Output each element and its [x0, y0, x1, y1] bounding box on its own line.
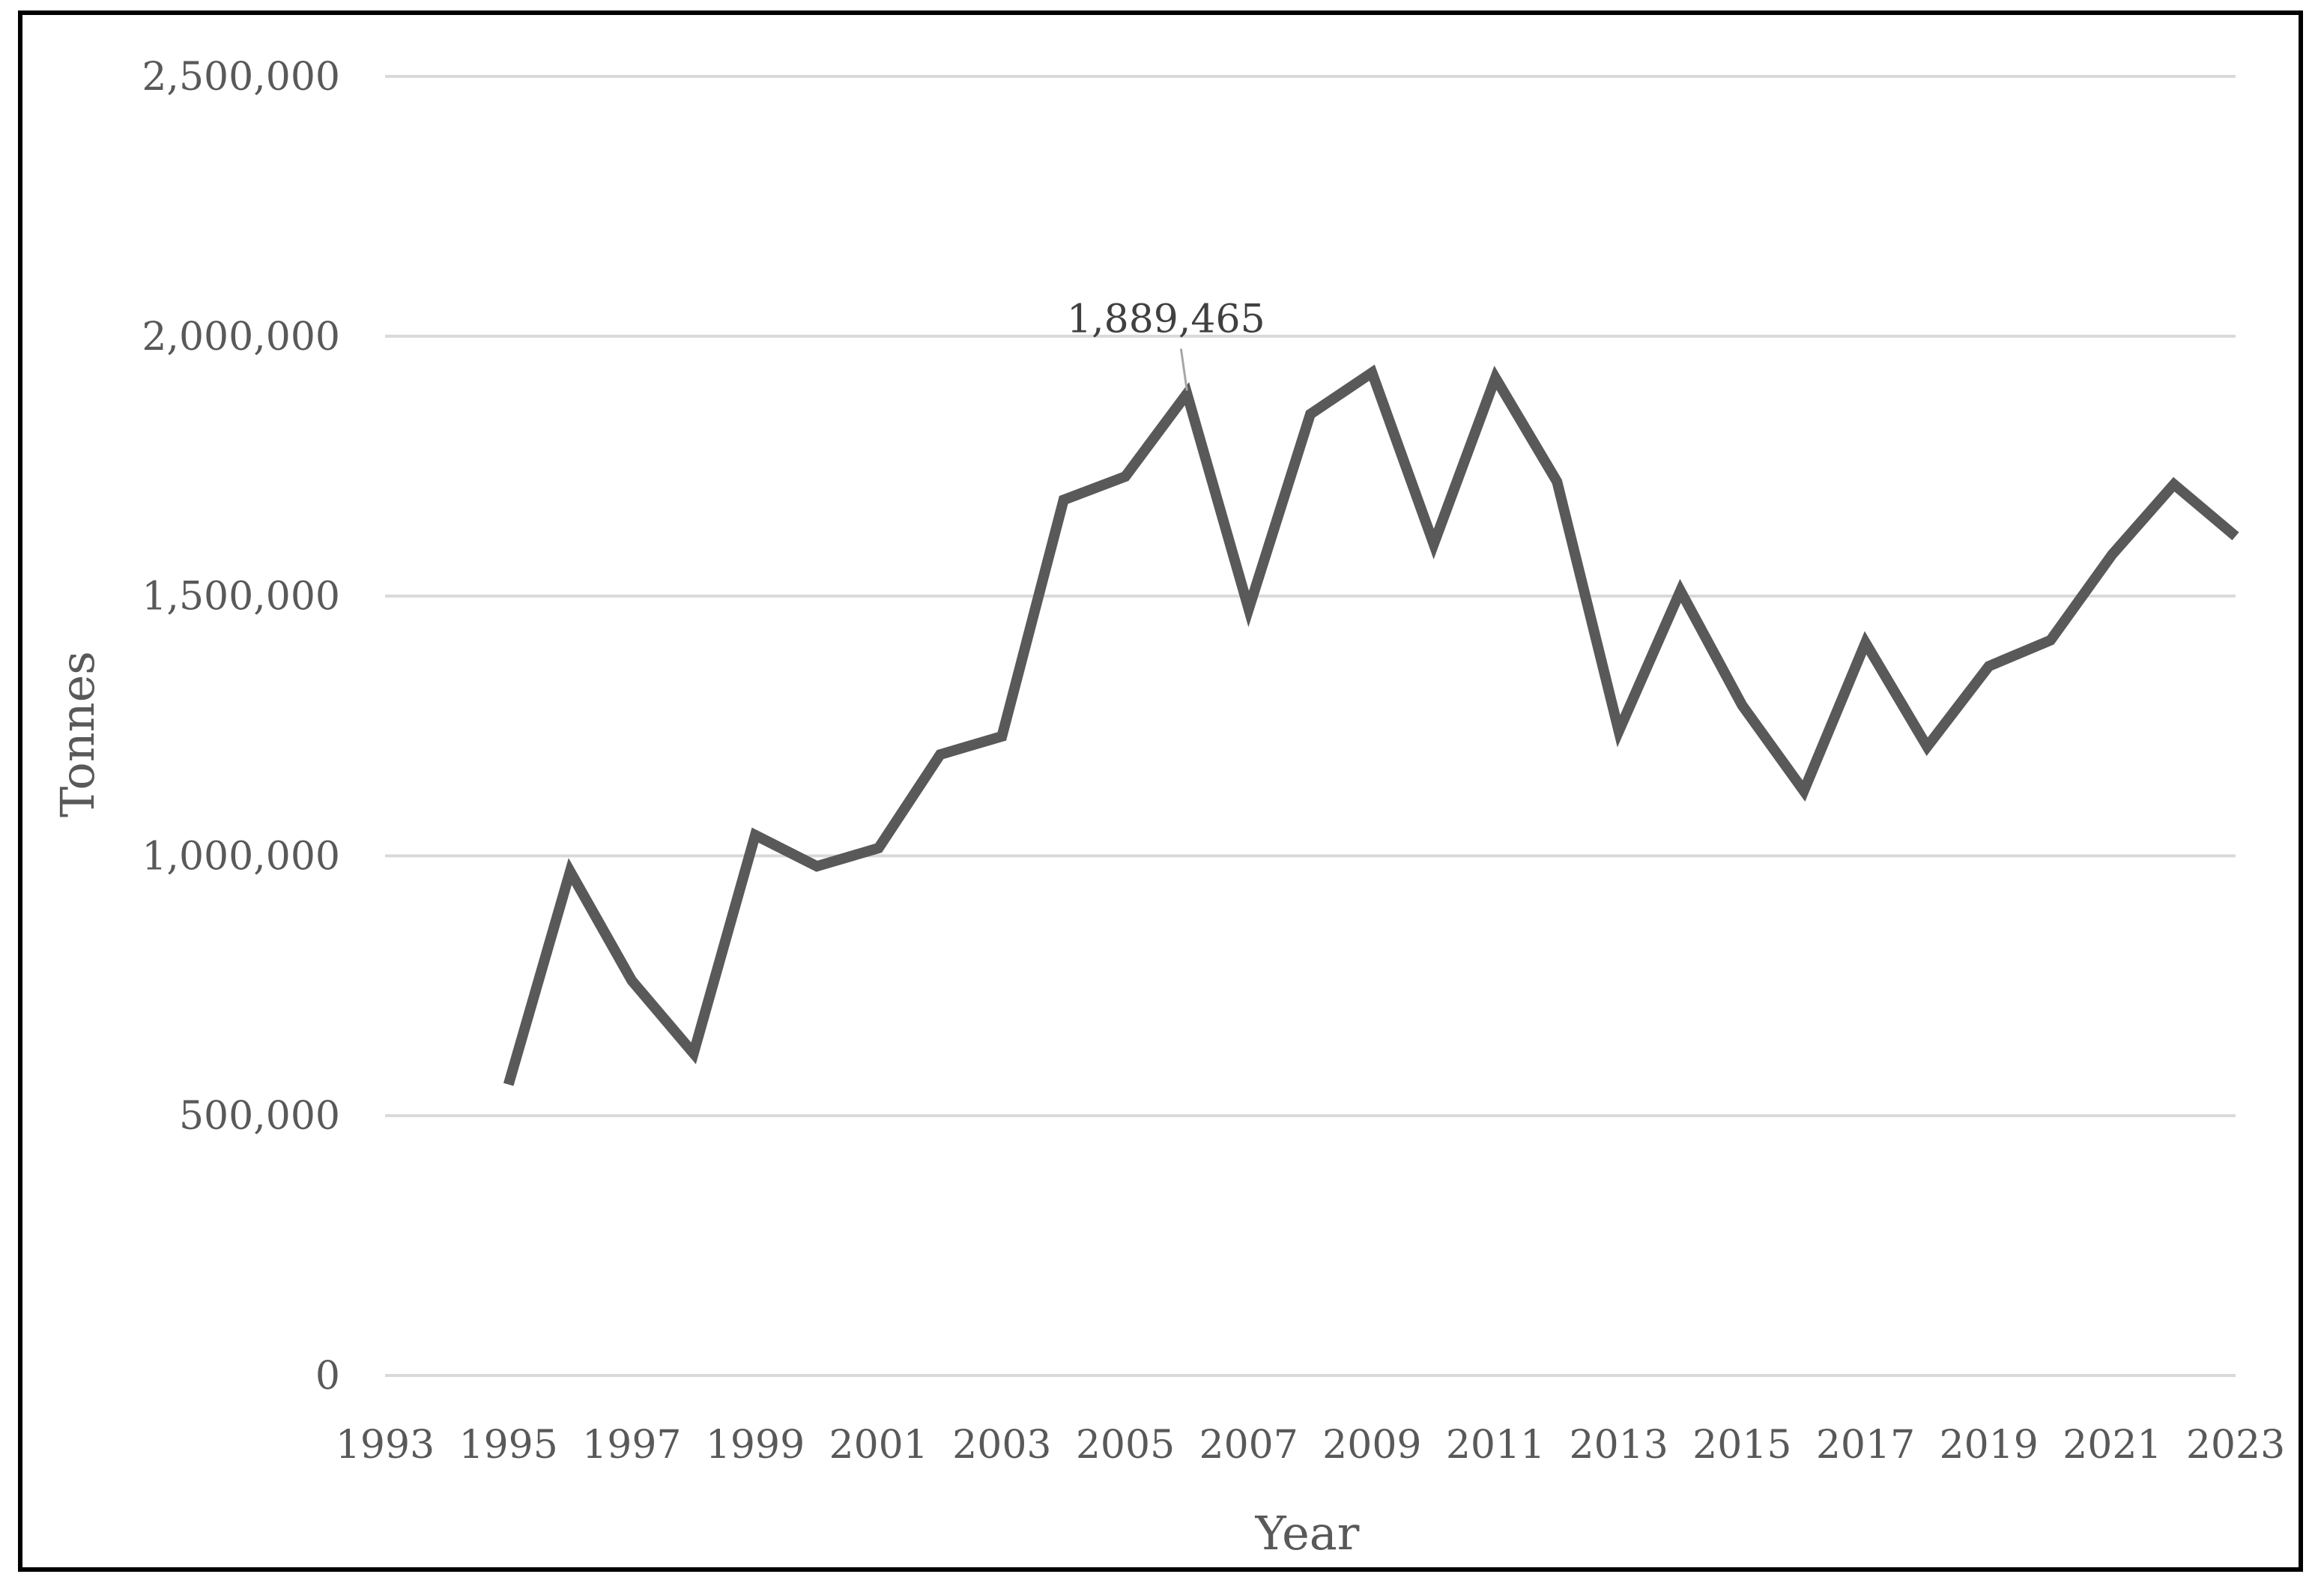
x-tick-label: 2023 — [2186, 1423, 2285, 1468]
data-point — [2111, 554, 2113, 555]
data-point — [1371, 372, 1373, 373]
gridlines — [385, 75, 2236, 1377]
data-point — [1803, 790, 1805, 792]
data-point — [1556, 481, 1558, 482]
data-point — [1988, 665, 1990, 667]
data-point — [1063, 499, 1065, 500]
data-point — [754, 835, 756, 836]
data-point — [1433, 543, 1435, 545]
x-axis-title: Year — [1255, 1506, 1360, 1561]
data-point — [1248, 608, 1250, 610]
line-chart: 0 500,000 1,000,000 1,500,000 2,000,000 2,500… — [50, 55, 2285, 1561]
x-tick-label: 1999 — [706, 1423, 805, 1468]
data-point — [631, 980, 632, 981]
data-point — [1741, 704, 1743, 706]
x-tick-label: 2007 — [1199, 1423, 1298, 1468]
x-tick-label: 2011 — [1446, 1423, 1545, 1468]
data-point — [693, 1053, 695, 1054]
data-point — [1680, 590, 1681, 592]
x-tick-label: 2009 — [1322, 1423, 1421, 1468]
y-tick-label: 2,500,000 — [142, 55, 340, 100]
x-tick-label: 2005 — [1076, 1423, 1175, 1468]
series-layer — [503, 364, 2239, 1086]
data-point — [1495, 377, 1496, 378]
x-tick-label: 2015 — [1692, 1423, 1791, 1468]
x-tick-label: 1995 — [459, 1423, 557, 1468]
data-point — [878, 847, 880, 849]
y-tick-label: 1,000,000 — [142, 834, 340, 879]
x-tick-label: 2021 — [2063, 1423, 2161, 1468]
x-tick-label: 1997 — [582, 1423, 681, 1468]
data-point — [1618, 730, 1620, 732]
y-axis-title: Tonnes — [50, 651, 105, 817]
data-point — [1310, 414, 1311, 415]
x-tick-label: 2017 — [1816, 1423, 1915, 1468]
data-point — [1125, 476, 1126, 477]
data-point — [1865, 642, 1866, 644]
data-point — [939, 754, 941, 755]
y-tick-label: 2,000,000 — [142, 315, 340, 360]
data-point — [1001, 736, 1002, 737]
data-point — [569, 871, 571, 872]
x-tick-label: 2013 — [1569, 1423, 1668, 1468]
data-point — [816, 865, 817, 867]
data-point — [2235, 536, 2236, 537]
data-label: 1,889,465 — [1067, 297, 1265, 342]
data-point — [2050, 640, 2051, 641]
x-tick-label: 1993 — [336, 1423, 435, 1468]
x-tick-label: 2003 — [952, 1423, 1051, 1468]
data-point — [508, 1084, 509, 1086]
x-tick-label: 2019 — [1939, 1423, 2038, 1468]
y-tick-label: 500,000 — [179, 1094, 340, 1139]
chart-frame: 0 500,000 1,000,000 1,500,000 2,000,000 2,500… — [18, 10, 2303, 1572]
y-tick-label: 1,500,000 — [142, 575, 340, 620]
data-point — [2173, 483, 2175, 485]
data-point — [1926, 746, 1928, 748]
y-tick-label: 0 — [315, 1354, 340, 1399]
series-line — [503, 364, 2239, 1086]
x-tick-label: 2001 — [829, 1423, 928, 1468]
x-axis-ticks: 1993 1995 1997 1999 2001 2003 2005 2007 2009 2011… — [336, 1423, 2285, 1468]
data-point — [1186, 393, 1187, 394]
data-label-leader — [1179, 348, 1188, 391]
annotations: 1,889,465 — [1067, 297, 1265, 391]
y-axis-ticks: 0 500,000 1,000,000 1,500,000 2,000,000 2,500… — [142, 55, 340, 1399]
